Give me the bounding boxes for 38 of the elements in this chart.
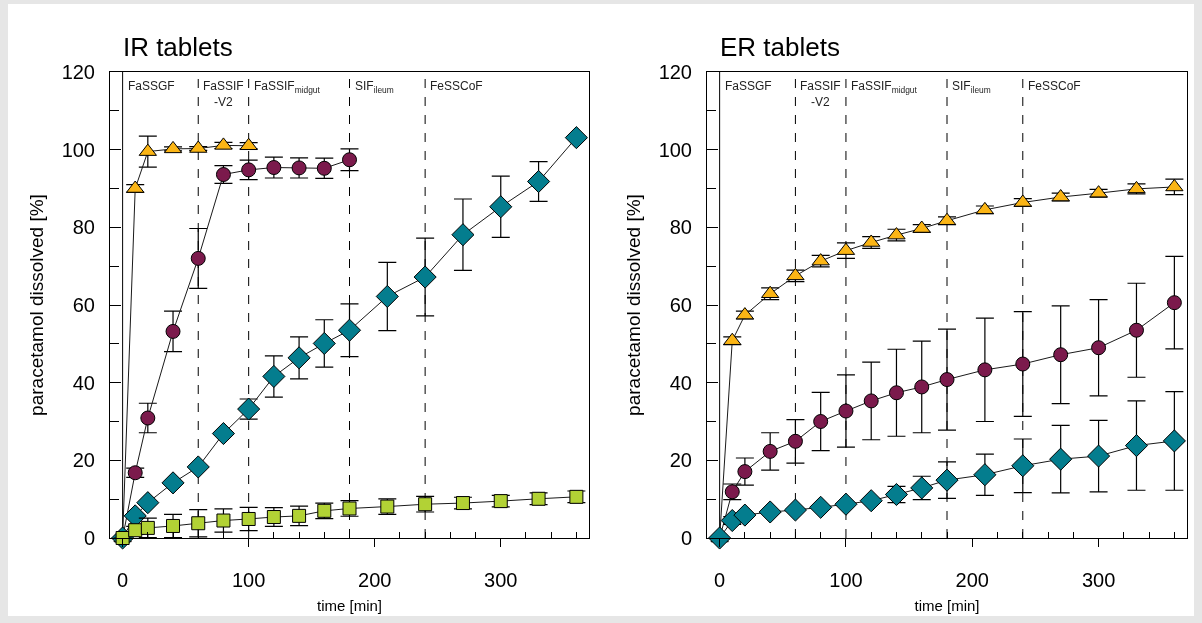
y-tick-label: 40 xyxy=(72,371,95,394)
x-tick-label: 100 xyxy=(231,569,266,591)
ref-line-label: SIF$_{ileum}$ xyxy=(355,79,394,95)
y-axis-title: paracetamol dissolved [%] xyxy=(623,194,645,416)
y-tick-label: 20 xyxy=(72,449,95,472)
y-tick-label: 80 xyxy=(669,216,692,239)
ref-line-label: FaSSGF xyxy=(725,79,772,93)
ref-line-label: FaSSIF$_{midgut}$ xyxy=(851,79,918,95)
x-tick-label: 200 xyxy=(955,569,989,591)
y-tick-label: 80 xyxy=(72,216,95,239)
ref-line-label: FaSSIF -V2 xyxy=(203,79,244,109)
y-axis-title: paracetamol dissolved [%] xyxy=(26,194,48,416)
y-tick-label: 0 xyxy=(83,527,95,549)
y-tick-label: 120 xyxy=(658,61,692,83)
y-tick-label: 100 xyxy=(61,138,95,161)
x-tick-label: 100 xyxy=(829,569,863,591)
x-tick-label: 300 xyxy=(1081,569,1116,591)
ref-line-label: SIF$_{ileum}$ xyxy=(952,79,991,95)
y-tick-label: 40 xyxy=(669,371,692,394)
ref-line-label: FaSSGF xyxy=(128,79,175,93)
y-tick-label: 120 xyxy=(61,61,95,83)
y-tick-label: 60 xyxy=(669,294,692,316)
x-tick-label: 200 xyxy=(358,569,392,591)
y-tick-label: 100 xyxy=(658,138,692,161)
ref-line-label: FaSSIF -V2 xyxy=(800,79,841,109)
x-axis-title: time [min] xyxy=(914,597,980,614)
ref-line-label: FeSSCoF xyxy=(1028,79,1081,93)
y-tick-label: 20 xyxy=(669,449,692,472)
x-tick-label: 300 xyxy=(484,569,518,591)
y-tick-label: 60 xyxy=(72,294,95,316)
x-tick-label: 0 xyxy=(117,569,129,591)
chart-title: ER tablets xyxy=(719,32,840,63)
x-tick-label: 0 xyxy=(714,569,726,591)
ref-line-label: FaSSIF$_{midgut}$ xyxy=(254,79,321,95)
y-tick-label: 0 xyxy=(680,527,692,549)
ref-line-label: FeSSCoF xyxy=(430,79,483,93)
chart-title: IR tablets xyxy=(122,32,233,63)
x-axis-title: time [min] xyxy=(316,597,383,614)
